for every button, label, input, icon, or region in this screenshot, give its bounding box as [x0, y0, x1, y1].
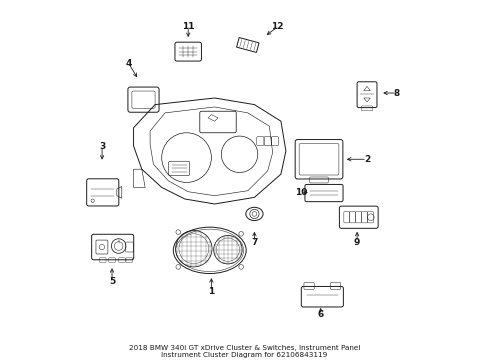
- Text: 8: 8: [393, 89, 399, 98]
- Text: 11: 11: [182, 22, 194, 31]
- Text: 4: 4: [125, 59, 131, 68]
- Text: 12: 12: [271, 22, 284, 31]
- Text: 6: 6: [317, 310, 323, 319]
- Text: 9: 9: [353, 238, 360, 247]
- Text: 5: 5: [109, 277, 115, 286]
- Text: Instrument Cluster Diagram for 62106843119: Instrument Cluster Diagram for 621068431…: [161, 352, 327, 358]
- Text: 2018 BMW 340i GT xDrive Cluster & Switches, Instrument Panel: 2018 BMW 340i GT xDrive Cluster & Switch…: [128, 345, 360, 351]
- Text: 1: 1: [208, 287, 214, 296]
- Text: 2: 2: [363, 155, 369, 164]
- Text: 10: 10: [294, 188, 306, 197]
- Text: 3: 3: [99, 141, 105, 150]
- Text: 7: 7: [251, 238, 257, 247]
